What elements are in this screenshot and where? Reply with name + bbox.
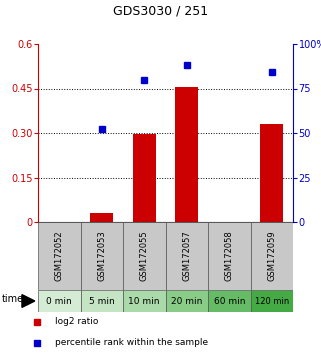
Polygon shape bbox=[22, 295, 35, 307]
Bar bbox=[250, 290, 293, 312]
Text: 10 min: 10 min bbox=[128, 297, 160, 306]
Bar bbox=[90, 213, 113, 222]
Text: GSM172055: GSM172055 bbox=[140, 231, 149, 281]
Bar bbox=[260, 124, 283, 222]
Bar bbox=[123, 290, 166, 312]
Bar bbox=[81, 290, 123, 312]
Bar bbox=[175, 87, 198, 222]
Bar bbox=[208, 222, 250, 290]
Bar bbox=[123, 222, 166, 290]
Text: time: time bbox=[2, 294, 24, 304]
Bar bbox=[38, 222, 81, 290]
Text: GSM172059: GSM172059 bbox=[267, 231, 276, 281]
Text: GSM172053: GSM172053 bbox=[97, 230, 106, 281]
Bar bbox=[81, 222, 123, 290]
Text: 0 min: 0 min bbox=[46, 297, 72, 306]
Bar bbox=[38, 290, 81, 312]
Bar bbox=[166, 222, 208, 290]
Bar bbox=[250, 222, 293, 290]
Text: GSM172058: GSM172058 bbox=[225, 230, 234, 281]
Text: log2 ratio: log2 ratio bbox=[55, 318, 99, 326]
Bar bbox=[166, 290, 208, 312]
Bar bbox=[208, 290, 250, 312]
Text: 20 min: 20 min bbox=[171, 297, 203, 306]
Bar bbox=[133, 135, 156, 222]
Text: GSM172057: GSM172057 bbox=[182, 230, 191, 281]
Text: percentile rank within the sample: percentile rank within the sample bbox=[55, 338, 208, 348]
Text: GDS3030 / 251: GDS3030 / 251 bbox=[113, 5, 208, 18]
Text: 60 min: 60 min bbox=[213, 297, 245, 306]
Text: 120 min: 120 min bbox=[255, 297, 289, 306]
Text: 5 min: 5 min bbox=[89, 297, 115, 306]
Text: GSM172052: GSM172052 bbox=[55, 231, 64, 281]
